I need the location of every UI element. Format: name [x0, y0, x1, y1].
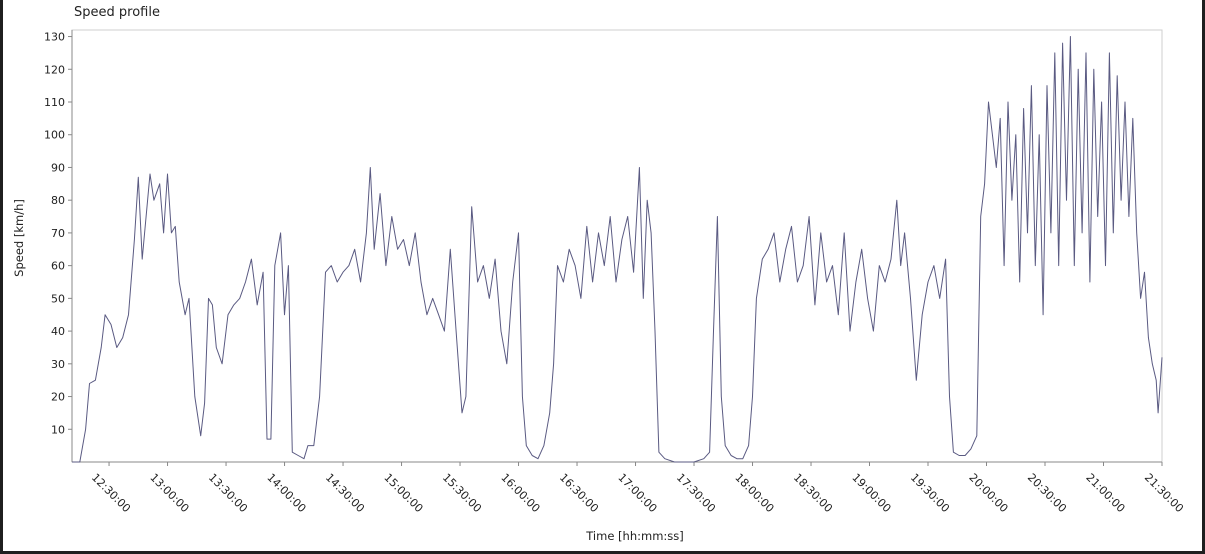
y-tick-label: 130: [44, 31, 65, 44]
y-tick-label: 20: [51, 391, 65, 404]
x-tick-label: 17:00:00: [615, 471, 659, 515]
y-tick-label: 80: [51, 194, 65, 207]
y-tick-label: 100: [44, 129, 65, 142]
x-tick-label: 19:30:00: [908, 471, 952, 515]
x-tick-label: 15:00:00: [381, 471, 425, 515]
y-tick-label: 30: [51, 358, 65, 371]
x-tick-label: 21:30:00: [1142, 471, 1186, 515]
x-tick-label: 18:30:00: [791, 471, 835, 515]
speed-chart: Speed profile 10 20 30 40 50 60 70 80 90 100 110 12…: [12, 5, 1186, 543]
x-tick-label: 19:00:00: [849, 471, 893, 515]
y-tick-label: 60: [51, 260, 65, 273]
x-tick-label: 12:30:00: [89, 471, 133, 515]
y-tick-label: 40: [51, 325, 65, 338]
x-tick-label: 13:30:00: [206, 471, 250, 515]
x-tick-label: 20:30:00: [1025, 471, 1069, 515]
y-axis-label: Speed [km/h]: [12, 199, 26, 277]
x-tick-label: 17:30:00: [674, 471, 718, 515]
series-group: [72, 36, 1163, 463]
x-axis: 12:30:00 13:00:00 13:30:00 14:00:00 14:30:00…: [72, 461, 1186, 515]
x-tick-label: 18:00:00: [732, 471, 776, 515]
x-tick-label: 14:30:00: [323, 471, 367, 515]
x-tick-label: 21:00:00: [1083, 471, 1127, 515]
plot-background: [71, 29, 1163, 463]
x-axis-label: Time [hh:mm:ss]: [585, 529, 684, 543]
x-tick-label: 20:00:00: [966, 471, 1010, 515]
y-tick-label: 70: [51, 227, 65, 240]
x-tick-label: 16:00:00: [498, 471, 542, 515]
y-tick-label: 50: [51, 292, 65, 305]
x-tick-label: 14:00:00: [264, 471, 308, 515]
chart-panel: Speed profile 10 20 30 40 50 60 70 80 90 100 110 12…: [3, 0, 1202, 551]
x-tick-label: 16:30:00: [557, 471, 601, 515]
x-tick-label: 13:00:00: [147, 471, 191, 515]
y-tick-label: 90: [51, 161, 65, 174]
y-axis: 10 20 30 40 50 60 70 80 90 100 110 120 130: [44, 30, 73, 462]
y-tick-label: 110: [44, 96, 65, 109]
y-tick-label: 120: [44, 63, 65, 76]
x-tick-label: 15:30:00: [440, 471, 484, 515]
plot-area: [71, 29, 1163, 463]
y-tick-label: 10: [51, 423, 65, 436]
chart-title: Speed profile: [74, 5, 160, 20]
series-line: [72, 36, 1163, 463]
